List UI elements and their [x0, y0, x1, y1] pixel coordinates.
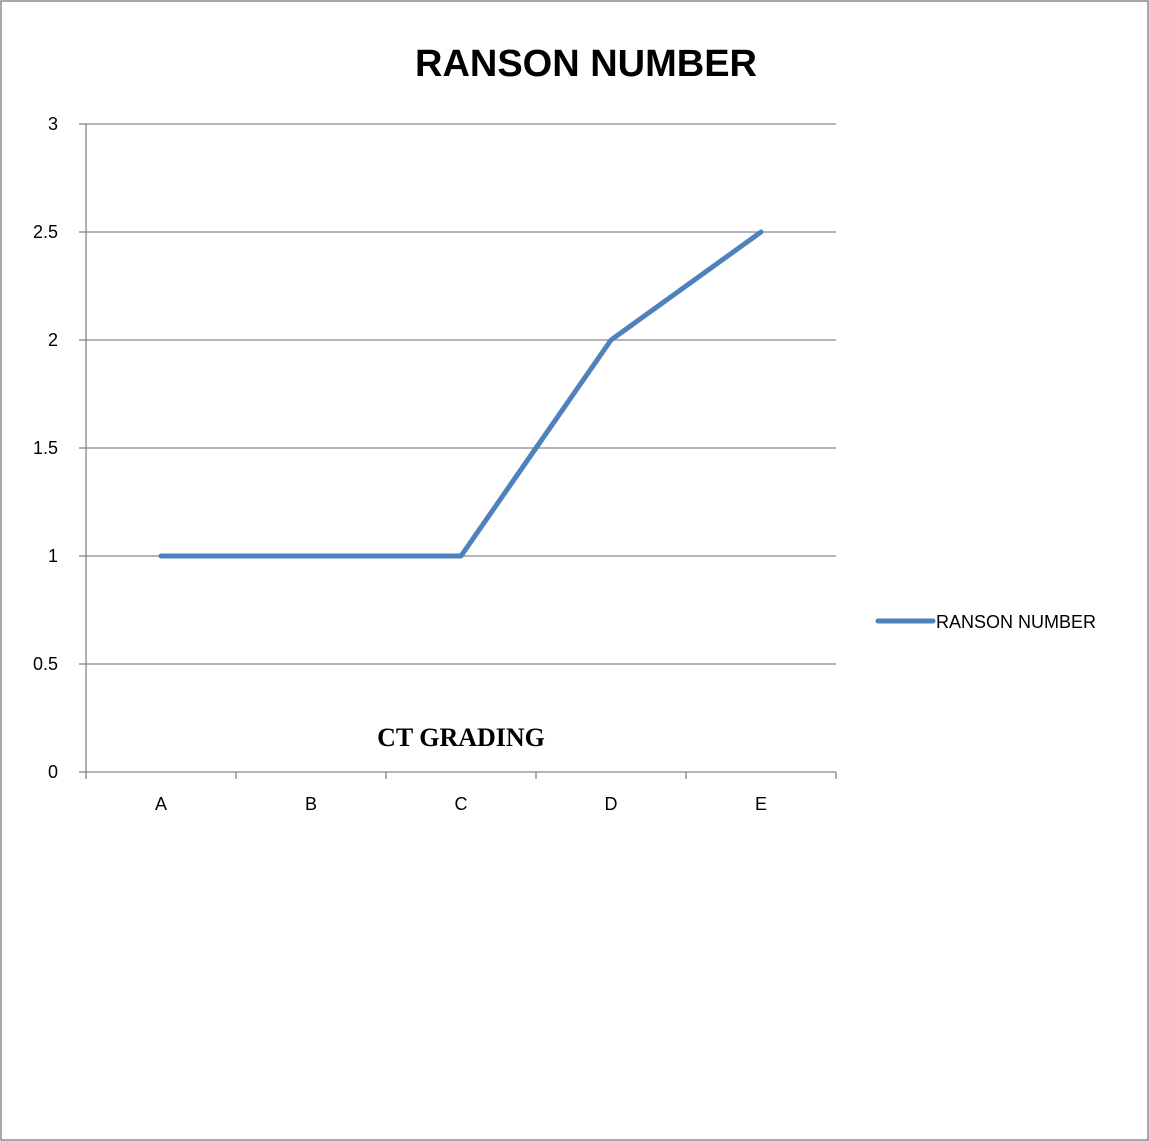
y-tick-label: 2.5: [33, 222, 58, 242]
axes: [79, 123, 837, 779]
legend: RANSON NUMBER: [875, 612, 1096, 632]
x-tick-label: D: [605, 794, 618, 814]
legend-label: RANSON NUMBER: [936, 612, 1096, 632]
x-tick-labels: A B C D E: [155, 794, 767, 814]
x-axis-label: CT GRADING: [377, 723, 545, 752]
x-tick-label: B: [305, 794, 317, 814]
y-tick-label: 0: [48, 762, 58, 782]
chart-title: RANSON NUMBER: [415, 43, 757, 85]
y-tick-label: 1: [48, 546, 58, 566]
y-tick-label: 2: [48, 330, 58, 350]
x-tick-label: C: [455, 794, 468, 814]
series-lines: [158, 229, 764, 559]
y-tick-label: 3: [48, 114, 58, 134]
y-tick-label: 0.5: [33, 654, 58, 674]
y-tick-labels: 0 0.5 1 1.5 2 2.5 3: [33, 114, 58, 782]
x-tick-label: A: [155, 794, 167, 814]
y-tick-label: 1.5: [33, 438, 58, 458]
series-line: [158, 229, 764, 559]
x-tick-label: E: [755, 794, 767, 814]
